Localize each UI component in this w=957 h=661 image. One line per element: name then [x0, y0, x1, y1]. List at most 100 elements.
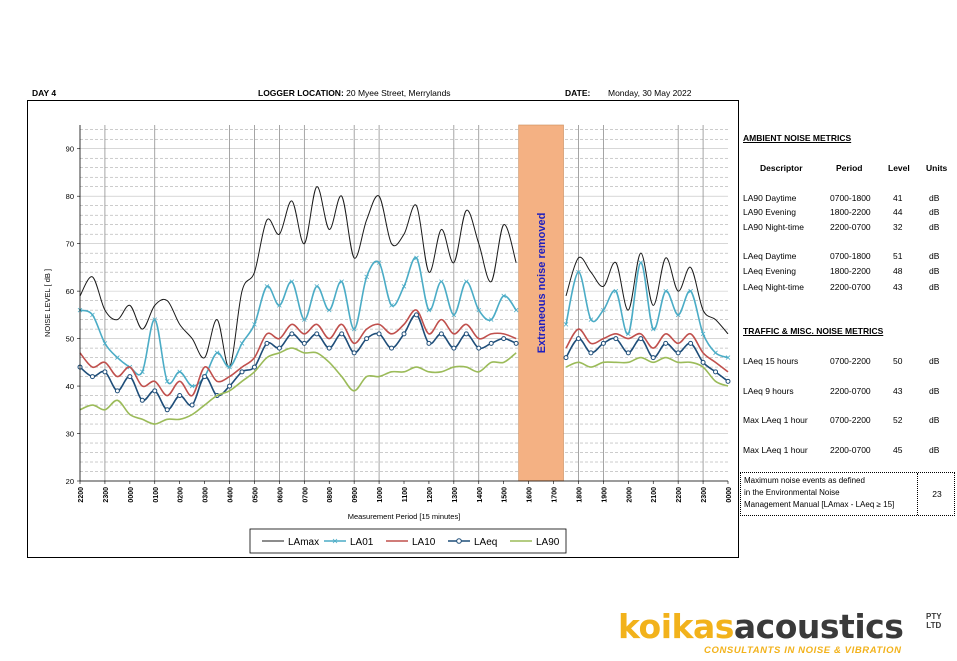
logo-pty: PTY [926, 612, 942, 621]
location-value: 20 Myee Street, Merrylands [346, 88, 451, 98]
traffic-descriptor: LAeq 9 hours [743, 386, 794, 396]
x-tick-label: 1000 [377, 487, 384, 503]
ambient-period: 1800-2200 [830, 207, 871, 217]
logo-tagline: CONSULTANTS IN NOISE & VIBRATION [704, 645, 902, 656]
point-laeq [89, 374, 95, 380]
series-la10 [79, 309, 729, 397]
x-tick-label: 2300 [701, 487, 708, 503]
x-tick-label: 1700 [552, 487, 559, 503]
logo-pty-ltd: PTY LTD [926, 612, 942, 630]
point-la01 [177, 369, 182, 375]
x-tick-label: 2300 [103, 487, 110, 503]
extraneous-noise-label: Extraneous noise removed [536, 213, 548, 354]
point-laeq [152, 388, 158, 394]
x-tick-label: 1200 [427, 487, 434, 503]
point-laeq [476, 345, 482, 351]
legend: LAmax LA01 LA10 LAeq LA90 [249, 528, 567, 554]
point-laeq [513, 340, 519, 346]
logo-part-koikas: koikas [618, 607, 734, 646]
point-laeq [301, 340, 307, 346]
x-tick-label: 0200 [178, 487, 185, 503]
ambient-level: 44 [893, 207, 903, 217]
traffic-level: 52 [893, 415, 903, 425]
traffic-title: TRAFFIC & MISC. NOISE METRICS [743, 326, 884, 336]
header-units: Units [926, 163, 948, 173]
ambient-level: 32 [893, 222, 903, 232]
point-la01 [401, 284, 407, 289]
point-la01 [488, 317, 494, 322]
point-laeq [351, 350, 357, 356]
x-tick-label: 1600 [527, 487, 534, 503]
point-laeq [650, 355, 656, 361]
max-events-line-1: Maximum noise events as defined [744, 476, 865, 485]
ambient-level: 43 [893, 282, 903, 292]
x-tick-label: 0300 [203, 487, 210, 503]
ambient-units: dB [929, 193, 940, 203]
header-level: Level [888, 163, 910, 173]
point-la01 [464, 279, 469, 284]
point-laeq [389, 345, 395, 351]
x-tick-label: 0600 [277, 487, 284, 503]
point-la01 [214, 350, 220, 356]
point-la01 [152, 317, 158, 322]
x-tick-label: 1300 [452, 487, 459, 503]
point-laeq [276, 345, 282, 351]
traffic-level: 45 [893, 445, 903, 455]
x-axis-label: Measurement Period [15 minutes] [348, 512, 461, 521]
logo-part-acoustics: acoustics [733, 607, 904, 646]
x-tick-label: 0000 [726, 487, 733, 503]
series-la01 [77, 255, 731, 389]
point-la01 [638, 260, 644, 265]
point-la01 [115, 355, 120, 360]
date-value: Monday, 30 May 2022 [608, 88, 692, 98]
series-line-la10 [79, 309, 517, 397]
ambient-level: 41 [893, 193, 903, 203]
point-laeq [463, 331, 469, 337]
point-laeq [227, 383, 233, 389]
point-la01 [650, 326, 656, 332]
point-la01 [264, 284, 270, 289]
point-la01 [563, 322, 569, 327]
x-tick-label: 0400 [228, 487, 235, 503]
point-laeq [688, 340, 694, 346]
point-laeq [264, 340, 270, 346]
point-laeq [426, 340, 432, 346]
point-laeq [725, 378, 731, 384]
traffic-descriptor: LAeq 15 hours [743, 356, 799, 366]
ambient-units: dB [929, 282, 940, 292]
traffic-level: 50 [893, 356, 903, 366]
point-la01 [314, 284, 320, 289]
ambient-descriptor: LAeq Daytime [743, 251, 797, 261]
point-la01 [351, 326, 357, 332]
point-laeq [613, 336, 619, 342]
point-la01 [451, 312, 457, 318]
ambient-units: dB [929, 222, 940, 232]
y-tick-label: 60 [66, 287, 74, 296]
ambient-period: 0700-1800 [830, 251, 871, 261]
point-la01 [289, 279, 295, 284]
point-laeq [563, 355, 569, 361]
y-tick-label: 40 [66, 382, 74, 391]
ambient-units: dB [929, 251, 940, 261]
point-la01 [189, 383, 195, 389]
x-tick-label: 2200 [78, 487, 85, 503]
ambient-descriptor: LAeq Evening [743, 266, 796, 276]
x-tick-label: 0700 [302, 487, 309, 503]
x-tick-label: 1900 [601, 487, 608, 503]
traffic-units: dB [929, 415, 940, 425]
point-laeq [177, 393, 183, 399]
point-la01 [663, 288, 668, 294]
point-la01 [601, 307, 606, 313]
point-laeq [314, 331, 320, 337]
series-lamax [79, 186, 729, 368]
max-events-line-3: Management Manual [LAmax - LAeq ≥ 15] [744, 500, 895, 509]
point-laeq [339, 331, 345, 337]
x-tick-label: 0900 [352, 487, 359, 503]
noise-chart: Extraneous noise removed 20 30 40 50 60 70 80 9… [43, 124, 733, 554]
point-laeq [600, 340, 606, 346]
ambient-units: dB [929, 207, 940, 217]
point-la01 [688, 288, 693, 294]
day-label: DAY 4 [32, 88, 57, 98]
company-logo: koikasacoustics PTY LTD CONSULTANTS IN NO… [618, 608, 953, 658]
header-period: Period [836, 163, 863, 173]
